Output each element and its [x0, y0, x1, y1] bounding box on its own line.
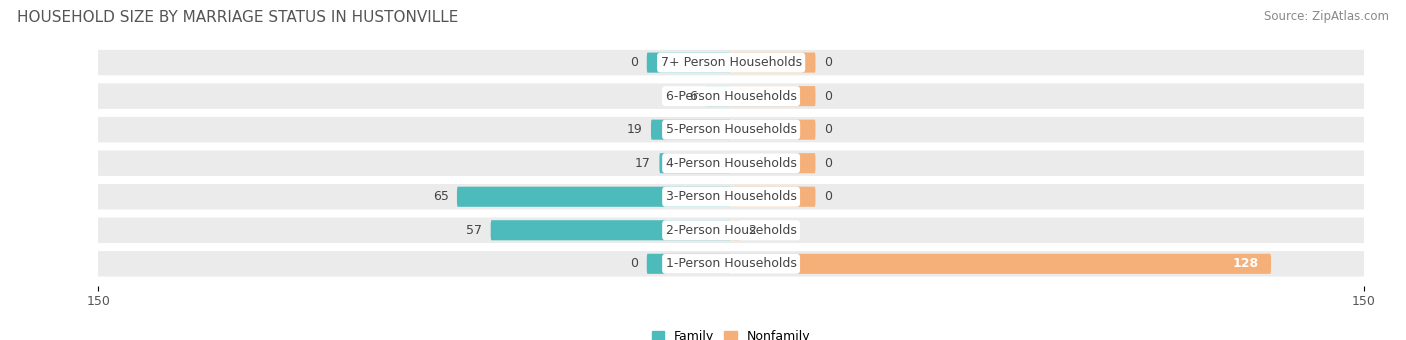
Text: 5-Person Households: 5-Person Households: [665, 123, 797, 136]
Text: 7+ Person Households: 7+ Person Households: [661, 56, 801, 69]
Text: 19: 19: [627, 123, 643, 136]
FancyBboxPatch shape: [651, 120, 731, 140]
Text: 4-Person Households: 4-Person Households: [665, 157, 797, 170]
FancyBboxPatch shape: [659, 153, 731, 173]
Text: 6: 6: [689, 90, 697, 103]
Text: 65: 65: [433, 190, 449, 203]
FancyBboxPatch shape: [731, 220, 740, 240]
FancyBboxPatch shape: [90, 117, 1372, 142]
FancyBboxPatch shape: [731, 53, 815, 73]
FancyBboxPatch shape: [457, 187, 731, 207]
FancyBboxPatch shape: [90, 218, 1372, 243]
Text: 128: 128: [1232, 257, 1258, 270]
Text: 2-Person Households: 2-Person Households: [665, 224, 797, 237]
Text: 1-Person Households: 1-Person Households: [665, 257, 797, 270]
Text: 0: 0: [824, 190, 832, 203]
Text: 57: 57: [467, 224, 482, 237]
FancyBboxPatch shape: [647, 53, 731, 73]
Text: 6-Person Households: 6-Person Households: [665, 90, 797, 103]
FancyBboxPatch shape: [90, 50, 1372, 75]
FancyBboxPatch shape: [90, 83, 1372, 109]
FancyBboxPatch shape: [731, 254, 1271, 274]
Text: 17: 17: [636, 157, 651, 170]
Text: HOUSEHOLD SIZE BY MARRIAGE STATUS IN HUSTONVILLE: HOUSEHOLD SIZE BY MARRIAGE STATUS IN HUS…: [17, 10, 458, 25]
FancyBboxPatch shape: [90, 151, 1372, 176]
Text: 3-Person Households: 3-Person Households: [665, 190, 797, 203]
Text: Source: ZipAtlas.com: Source: ZipAtlas.com: [1264, 10, 1389, 23]
FancyBboxPatch shape: [647, 254, 731, 274]
Text: 0: 0: [824, 56, 832, 69]
FancyBboxPatch shape: [90, 251, 1372, 276]
FancyBboxPatch shape: [731, 86, 815, 106]
FancyBboxPatch shape: [731, 153, 815, 173]
Text: 2: 2: [748, 224, 756, 237]
Text: 0: 0: [824, 123, 832, 136]
FancyBboxPatch shape: [706, 86, 731, 106]
Legend: Family, Nonfamily: Family, Nonfamily: [647, 325, 815, 340]
FancyBboxPatch shape: [731, 120, 815, 140]
Text: 0: 0: [824, 90, 832, 103]
Text: 0: 0: [630, 56, 638, 69]
FancyBboxPatch shape: [731, 187, 815, 207]
FancyBboxPatch shape: [491, 220, 731, 240]
FancyBboxPatch shape: [90, 184, 1372, 209]
Text: 0: 0: [824, 157, 832, 170]
Text: 0: 0: [630, 257, 638, 270]
